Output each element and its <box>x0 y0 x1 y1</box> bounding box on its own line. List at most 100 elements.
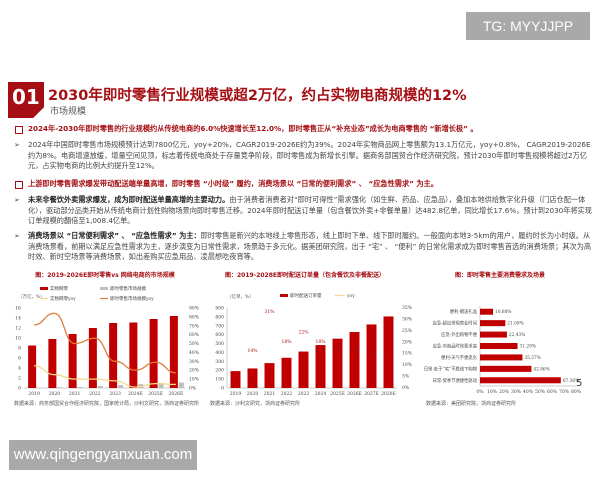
data-label: 31.29% <box>520 345 536 350</box>
x-tick: 2019 <box>230 391 242 397</box>
legend-swatch <box>40 287 48 290</box>
ghost-tick: 10% <box>402 362 413 368</box>
data-label: 35.37% <box>524 356 540 361</box>
y-tick: 14 <box>15 316 21 322</box>
data-label: 15% <box>332 346 343 352</box>
chart3: 0%5%10%15%20%25%30%35%0% 10% 20% 30% 40% 50% 6… <box>402 305 582 395</box>
bar <box>332 338 343 388</box>
line-即时零售市场规模yoy <box>34 312 176 374</box>
y-tick: 100 <box>215 377 224 383</box>
y2-tick: 60% <box>189 332 200 338</box>
category-label: 应急-对商品时效要求高 <box>433 343 478 350</box>
data-label: 13% <box>366 350 377 356</box>
point-2: 2024年中国即时零售市场规模预计达到7800亿元，yoy+20%，CAGR20… <box>12 140 594 172</box>
bar-实物网零 <box>48 339 57 388</box>
data-label: 67.36% <box>563 379 579 384</box>
bar-即时零售市场规模 <box>37 387 43 388</box>
legend-label: 实物网零yoy <box>50 295 76 302</box>
watermark-top: TG: MYYJJPP <box>466 12 590 40</box>
x-tick: 2028E <box>381 391 396 397</box>
y-tick: 12 <box>15 326 21 332</box>
legend-label: 即时配送订单量 <box>290 292 322 299</box>
watermark-bottom: www.qingengyanxuan.com <box>9 440 197 470</box>
chart2-source: 数据来源：沙利文研究，浙商证券研究所 <box>210 401 301 407</box>
x-tick: 2026E <box>347 391 362 397</box>
bar-即时零售市场规模 <box>178 382 184 388</box>
y-tick: 200 <box>215 368 224 374</box>
bar-即时零售市场规模 <box>118 385 124 388</box>
x-tick: 70% <box>559 389 570 395</box>
y2-tick: 70% <box>189 323 200 329</box>
bar <box>480 308 494 315</box>
x-tick: 2027E <box>364 391 379 397</box>
bar-即时零售市场规模 <box>57 387 63 388</box>
point-3: 上游即时零售需求爆发带动配送端单量高增，即时零售 “小时级” 履约，消费场景以 … <box>12 179 594 190</box>
bar <box>480 377 561 384</box>
data-label: 22.43% <box>509 333 525 338</box>
y2-tick: 20% <box>189 368 200 374</box>
bar <box>281 357 292 388</box>
x-tick: 2024 <box>315 391 327 397</box>
y2-tick: 30% <box>189 359 200 365</box>
y2-tick: 50% <box>189 341 200 347</box>
legend-swatch <box>100 287 108 290</box>
data-label: 18% <box>315 339 326 345</box>
data-label: 42.86% <box>533 367 549 372</box>
ghost-tick: 0% <box>402 385 410 391</box>
y-tick: 700 <box>215 323 224 329</box>
x-tick: 50% <box>535 389 546 395</box>
x-tick: 30% <box>511 389 522 395</box>
y-tick: 800 <box>215 314 224 320</box>
chart2: （亿单，%） 即时配送订单量 yoy 0 100 200 300 400 500 600 700 80… <box>215 292 397 397</box>
x-tick: 60% <box>547 389 558 395</box>
ghost-tick: 15% <box>402 351 413 357</box>
bar-实物网零 <box>88 328 97 388</box>
x-tick: 2024E <box>128 391 143 397</box>
y2-tick: 90% <box>189 306 200 312</box>
y-tick: 600 <box>215 332 224 338</box>
chart1-title: 图：2019-2026E即时零售vs 网络电商的市场规模 <box>35 272 175 279</box>
y-tick: 6 <box>18 356 21 362</box>
category-label: 应急-外出购物不便 <box>441 331 478 338</box>
bar <box>480 320 506 327</box>
category-label: 便利-赠送礼品 <box>450 308 477 315</box>
line-实物网零yoy <box>34 365 176 388</box>
category-label: 应急-超出常规营业时间 <box>433 320 477 327</box>
y-tick: 900 <box>215 306 224 312</box>
y-tick: 300 <box>215 359 224 365</box>
y2-tick: 80% <box>189 314 200 320</box>
page-subtitle: 市场规模 <box>50 107 87 117</box>
bar <box>480 343 518 349</box>
category-label: 日常-受季节便捷性驱动 <box>433 377 478 384</box>
page-title: 2030年即时零售行业规模或超2万亿，约占实物电商规模的12% <box>48 88 467 104</box>
category-label: 便利-天气不便恶劣 <box>441 354 478 361</box>
chart1-source: 数据来源：商务部国贸合作经济研究院，国家统计局，沙利文研究，浙商证券研究所 <box>14 401 200 407</box>
ghost-tick: 35% <box>402 305 413 311</box>
ghost-tick: 20% <box>402 339 413 345</box>
x-tick: 2023 <box>298 391 310 397</box>
bar <box>349 332 360 388</box>
y-tick: 16 <box>15 306 21 312</box>
x-tick: 2021 <box>264 391 276 397</box>
chart3-title: 图：即时零售主要消费需求及场景 <box>454 272 545 279</box>
page-number: 5 <box>576 378 583 389</box>
x-tick: 2026E <box>169 391 184 397</box>
bar <box>230 371 241 388</box>
legend-label: 即时零售市场规模 <box>110 285 146 292</box>
bar <box>298 351 309 388</box>
data-label: 31% <box>264 309 275 315</box>
data-label: 12% <box>383 353 394 359</box>
y-tick: 400 <box>215 350 224 356</box>
bar <box>480 331 507 338</box>
x-tick: 2022 <box>281 391 293 397</box>
legend-label: 实物网零 <box>50 285 68 292</box>
data-label: 10.88% <box>495 310 511 315</box>
x-tick: 2020 <box>247 391 259 397</box>
ghost-tick: 5% <box>402 374 410 380</box>
data-label: 14% <box>349 348 360 354</box>
data-label: 14% <box>247 348 258 354</box>
legend-label: yoy <box>346 294 355 299</box>
x-tick: 10% <box>487 389 498 395</box>
chart2-unit: （亿单，%） <box>227 293 254 300</box>
bar-实物网零 <box>149 319 158 388</box>
